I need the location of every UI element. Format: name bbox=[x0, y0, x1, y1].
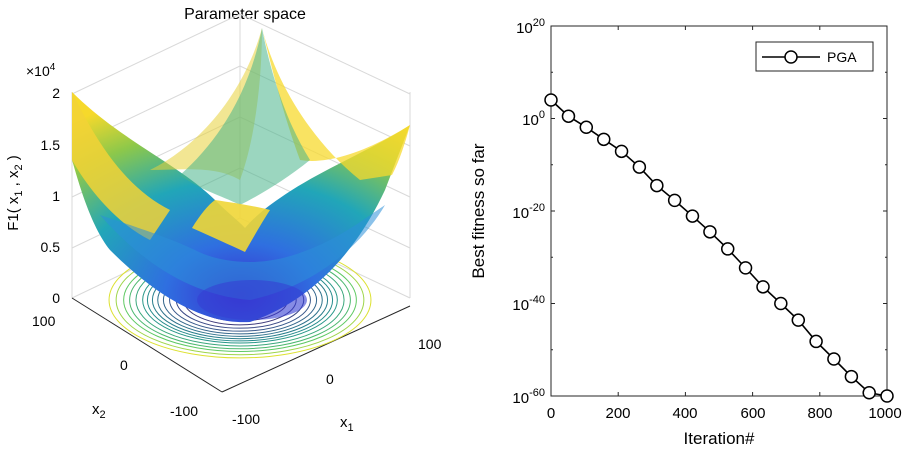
x-tick-label: 800 bbox=[807, 405, 832, 422]
surface-axes-lines bbox=[71, 297, 411, 393]
data-point bbox=[791, 313, 806, 327]
y-tick-label: 1020 bbox=[516, 17, 545, 37]
data-point bbox=[632, 160, 647, 174]
convergence-plot: 1020 100 10-20 10-40 10-60 0 200 400 600… bbox=[469, 17, 902, 448]
x-tick-label: 200 bbox=[605, 405, 630, 422]
data-point bbox=[650, 178, 664, 193]
y-tick-label: 10-60 bbox=[512, 387, 545, 407]
data-point bbox=[738, 261, 753, 275]
y-tick-label: 10-40 bbox=[512, 294, 545, 314]
data-point bbox=[756, 280, 770, 294]
data-point bbox=[667, 193, 682, 208]
data-point bbox=[880, 389, 894, 403]
legend: PGA bbox=[755, 41, 874, 72]
data-point bbox=[844, 369, 859, 384]
y-tick-label: 10-20 bbox=[512, 202, 545, 222]
data-point bbox=[827, 352, 841, 366]
y-tick-label: 0 bbox=[120, 357, 128, 373]
x-tick-label: 1000 bbox=[868, 405, 901, 422]
z-ticks: 0 0.5 1 1.5 2 bbox=[41, 85, 61, 306]
y-tick-label: -100 bbox=[170, 403, 198, 419]
surface-title: Parameter space bbox=[184, 6, 306, 23]
x-tick-label: 0 bbox=[326, 371, 334, 387]
data-point bbox=[720, 242, 735, 256]
data-point bbox=[685, 209, 700, 223]
data-point bbox=[561, 109, 576, 123]
x-tick-label: 600 bbox=[740, 405, 765, 422]
z-tick-label: 1.5 bbox=[41, 137, 61, 153]
z-tick-label: 0.5 bbox=[41, 239, 61, 255]
x-tick-label: 100 bbox=[418, 336, 442, 352]
data-point bbox=[597, 132, 611, 147]
y-tick-label: 100 bbox=[32, 313, 56, 329]
x-ticks: -100 0 100 bbox=[232, 336, 442, 427]
surface bbox=[72, 28, 410, 323]
x-tick-labels: 0 200 400 600 800 1000 bbox=[547, 405, 902, 422]
x-axis-label: Iteration# bbox=[684, 429, 755, 448]
plot-box bbox=[550, 25, 888, 397]
y-axis-label: Best fitness so far bbox=[469, 143, 488, 278]
z-tick-label: 2 bbox=[52, 85, 60, 101]
surface-plot: Parameter space bbox=[5, 6, 442, 434]
x-tick-label: 400 bbox=[672, 405, 697, 422]
x-axis-label: x1 bbox=[340, 414, 354, 434]
data-point bbox=[703, 225, 717, 239]
data-point bbox=[862, 386, 876, 400]
y-tick-labels: 1020 100 10-20 10-40 10-60 bbox=[512, 17, 545, 407]
z-tick-label: 0 bbox=[52, 290, 60, 306]
data-point bbox=[774, 296, 788, 311]
data-point bbox=[579, 120, 594, 135]
z-axis-label: F1( x1 , x2 ) bbox=[5, 155, 25, 231]
x-tick-label: 0 bbox=[547, 405, 555, 422]
data-point bbox=[544, 93, 558, 107]
z-tick-label: 1 bbox=[52, 188, 60, 204]
y-tick-label: 100 bbox=[522, 109, 545, 129]
z-scale-factor: ×104 bbox=[26, 62, 56, 79]
data-point bbox=[614, 144, 629, 159]
data-point bbox=[809, 334, 823, 349]
legend-marker bbox=[784, 50, 798, 64]
x-tick-label: -100 bbox=[232, 411, 260, 427]
y-ticks: 100 0 -100 bbox=[32, 313, 198, 419]
y-axis-label: x2 bbox=[92, 401, 106, 421]
legend-label: PGA bbox=[827, 49, 857, 65]
series-pga bbox=[544, 93, 894, 403]
